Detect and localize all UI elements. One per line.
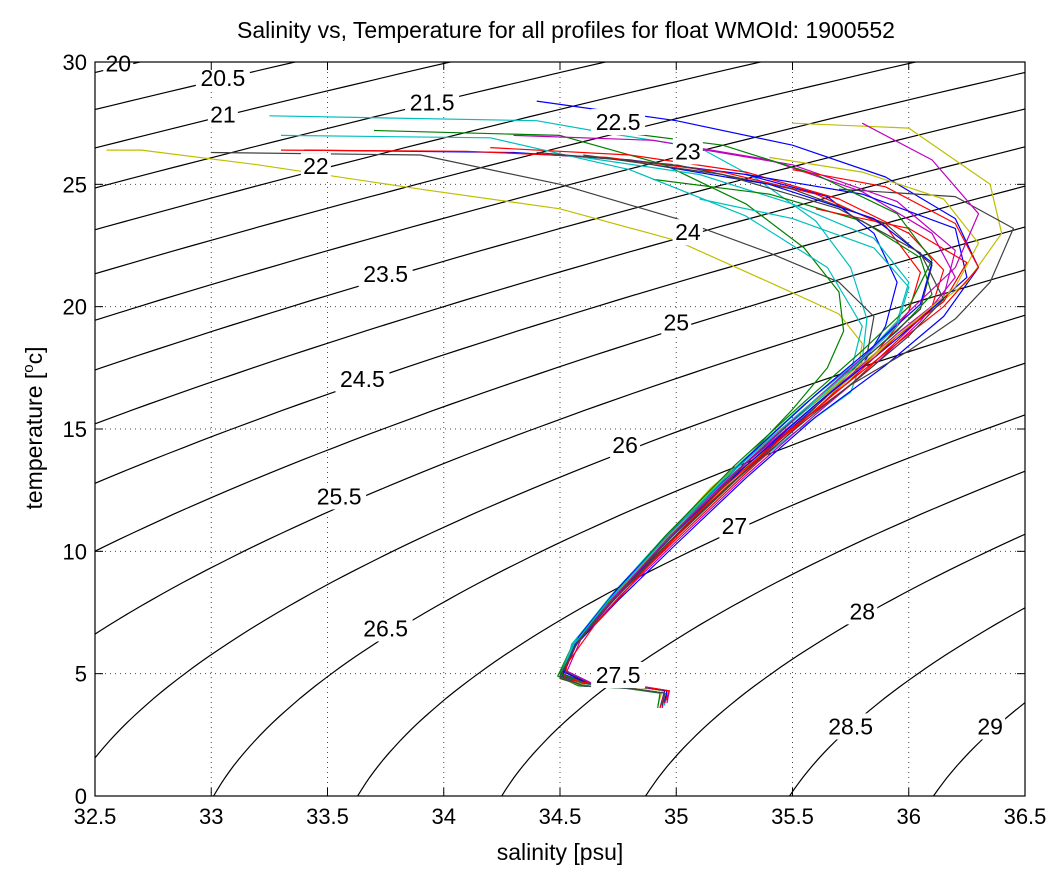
density-contour-line: [212, 362, 1025, 796]
y-axis-label-end: c]: [21, 346, 47, 364]
density-contour-line: [95, 62, 919, 275]
x-axis-label: salinity [psu]: [497, 839, 624, 865]
contour-label-background: [591, 662, 646, 689]
y-tick-label: 20: [63, 295, 87, 320]
density-contour-label: 24.5: [340, 366, 385, 392]
y-axis-label-main: temperature [: [21, 372, 47, 509]
density-contour-label: 29: [977, 713, 1003, 739]
contour-label-background: [591, 109, 646, 136]
density-contour-label: 25: [663, 310, 689, 336]
density-contour-line: [95, 314, 1025, 759]
density-contour-label: 28.5: [828, 713, 873, 739]
contour-label-background: [975, 713, 1006, 740]
density-contour-line: [95, 71, 1025, 321]
density-contour-line: [788, 607, 1025, 796]
density-contour-label: 26: [612, 432, 638, 458]
x-tick-label: 35: [664, 804, 688, 829]
density-contour-line: [501, 470, 1025, 796]
y-tick-label: 10: [63, 539, 87, 564]
contour-label-background: [847, 598, 878, 625]
contour-label-background: [300, 153, 331, 180]
density-contour-line: [95, 62, 608, 189]
density-contour-label: 27.5: [596, 662, 641, 688]
contour-label-background: [661, 309, 692, 336]
x-tick-label: 33.5: [306, 804, 349, 829]
density-contour-line: [95, 269, 1025, 635]
density-contour-line: [644, 533, 1025, 796]
x-tick-label: 32.5: [74, 804, 117, 829]
density-contour-label: 20: [105, 50, 131, 76]
contour-label-background: [103, 63, 134, 77]
chart-title: Salinity vs, Temperature for all profile…: [237, 17, 895, 43]
contour-label-background: [335, 365, 390, 392]
density-contour-label: 22.5: [596, 109, 641, 135]
contour-label-background: [207, 101, 238, 128]
contour-label-background: [405, 89, 460, 116]
y-tick-label: 25: [63, 172, 87, 197]
density-contour-labels: 20 20.5 21 21.5 22 22.5 23 23.5 24 24.5 25 25.5 26 26…: [103, 50, 1006, 740]
x-tick-label: 35.5: [771, 804, 814, 829]
density-contour-label: 25.5: [317, 483, 362, 509]
density-contour-line: [95, 185, 1025, 484]
contour-label-background: [358, 260, 413, 287]
density-contour-label: 21: [210, 102, 236, 128]
density-contour-label: 20.5: [200, 65, 245, 91]
density-contour-line: [95, 226, 1025, 552]
density-contour-label: 21.5: [410, 89, 455, 115]
y-tick-label: 30: [63, 50, 87, 75]
density-contour-label: 26.5: [363, 616, 408, 642]
density-contour-label: 24: [675, 219, 701, 245]
density-contour-line: [95, 146, 1025, 425]
contour-label-background: [823, 713, 878, 740]
contour-label-background: [195, 65, 250, 92]
y-axis-label-superscript: o: [20, 364, 37, 372]
x-tick-label: 33: [199, 804, 223, 829]
x-tick-label: 34: [432, 804, 456, 829]
density-contour-label: 22: [303, 153, 329, 179]
x-tick-label: 34.5: [539, 804, 582, 829]
density-contour-label: 28: [849, 598, 875, 624]
density-contour-label: 23.5: [363, 261, 408, 287]
x-tick-label: 36.5: [1004, 804, 1047, 829]
y-tick-label: 15: [63, 417, 87, 442]
contour-label-background: [312, 483, 367, 510]
density-contour-label: 27: [722, 513, 748, 539]
y-axis-label: temperature [oc]: [20, 346, 47, 509]
contour-label-background: [672, 138, 703, 165]
density-contour-line: [356, 414, 1025, 796]
axis-ticks: 32.5 33 33.5 34 34.5 35 35.5 36 36.5 0 5 10 15 20 25 30: [63, 50, 1047, 829]
density-contour-label: 23: [675, 138, 701, 164]
contour-label-background: [719, 512, 750, 539]
contour-label-background: [672, 219, 703, 246]
density-contour-line: [95, 108, 1025, 371]
x-tick-label: 36: [897, 804, 921, 829]
contour-label-background: [610, 432, 641, 459]
y-tick-label: 0: [75, 784, 87, 809]
y-tick-label: 5: [75, 662, 87, 687]
contour-label-background: [358, 615, 413, 642]
